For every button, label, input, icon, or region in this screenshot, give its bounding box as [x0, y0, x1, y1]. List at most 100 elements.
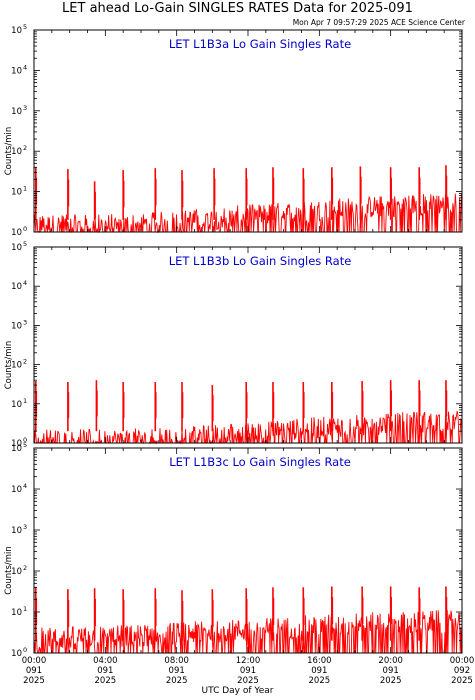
svg-text:12:00: 12:00: [236, 656, 261, 666]
svg-text:1: 1: [23, 185, 27, 193]
y-tick-label: 10 0: [11, 225, 27, 238]
svg-text:10: 10: [11, 400, 22, 410]
y-tick-label: 10 1: [11, 605, 27, 618]
svg-text:091: 091: [240, 666, 256, 676]
svg-text:0: 0: [23, 646, 27, 654]
y-tick-label: 10 0: [11, 646, 27, 659]
svg-text:5: 5: [23, 240, 27, 248]
svg-text:2025: 2025: [23, 676, 45, 686]
svg-text:10: 10: [11, 439, 22, 449]
svg-text:10: 10: [11, 321, 22, 331]
svg-text:2025: 2025: [380, 676, 402, 686]
y-axis-label: Counts/min: [4, 127, 14, 176]
svg-text:3: 3: [23, 104, 27, 112]
svg-text:10: 10: [11, 608, 22, 618]
svg-text:2: 2: [23, 358, 27, 366]
svg-text:091: 091: [383, 666, 399, 676]
y-tick-label: 10 1: [11, 397, 27, 410]
svg-text:2025: 2025: [309, 676, 331, 686]
y-tick-label: 10 4: [11, 279, 27, 292]
panel-title: LET L1B3c Lo Gain Singles Rate: [169, 455, 351, 469]
y-axis-label: Counts/min: [4, 546, 14, 595]
svg-text:20:00: 20:00: [378, 656, 403, 666]
svg-text:0: 0: [23, 436, 27, 444]
svg-text:4: 4: [23, 482, 27, 490]
svg-text:16:00: 16:00: [307, 656, 332, 666]
svg-text:2: 2: [23, 144, 27, 152]
y-tick-label: 10 2: [11, 358, 27, 371]
y-tick-label: 10 1: [11, 185, 27, 198]
y-tick-label: 10 5: [11, 240, 27, 253]
y-tick-label: 10 5: [11, 23, 27, 36]
plot-frame: [33, 447, 463, 654]
y-tick-label: 10 0: [11, 436, 27, 449]
svg-text:1: 1: [23, 397, 27, 405]
svg-text:091: 091: [97, 666, 113, 676]
series-trace: [33, 165, 463, 234]
svg-text:10: 10: [11, 66, 22, 76]
svg-text:10: 10: [11, 147, 22, 157]
y-tick-label: 10 3: [11, 318, 27, 331]
panel-title: LET L1B3b Lo Gain Singles Rate: [169, 254, 352, 268]
svg-text:10: 10: [11, 649, 22, 659]
svg-text:10: 10: [11, 526, 22, 536]
svg-text:091: 091: [169, 666, 185, 676]
svg-text:08:00: 08:00: [164, 656, 189, 666]
y-tick-label: 10 2: [11, 564, 27, 577]
svg-text:10: 10: [11, 243, 22, 253]
plot-frame: [33, 29, 463, 233]
y-tick-label: 10 4: [11, 482, 27, 495]
svg-text:10: 10: [11, 567, 22, 577]
svg-text:1: 1: [23, 605, 27, 613]
y-tick-label: 10 4: [11, 63, 27, 76]
svg-text:0: 0: [23, 225, 27, 233]
y-tick-label: 10 2: [11, 144, 27, 157]
svg-text:2025: 2025: [451, 676, 473, 686]
svg-text:00:00: 00:00: [450, 656, 475, 666]
svg-text:10: 10: [11, 107, 22, 117]
svg-text:10: 10: [11, 444, 22, 454]
svg-text:5: 5: [23, 441, 27, 449]
svg-text:091: 091: [311, 666, 327, 676]
svg-text:2025: 2025: [237, 676, 259, 686]
y-tick-label: 10 3: [11, 104, 27, 117]
y-tick-label: 10 5: [11, 441, 27, 454]
svg-text:3: 3: [23, 318, 27, 326]
series-line: [33, 610, 463, 654]
svg-text:5: 5: [23, 23, 27, 31]
svg-text:10: 10: [11, 26, 22, 36]
svg-text:3: 3: [23, 523, 27, 531]
x-axis-label: UTC Day of Year: [201, 686, 274, 696]
svg-text:00:00: 00:00: [22, 656, 47, 666]
svg-text:10: 10: [11, 188, 22, 198]
series-trace: [33, 586, 463, 654]
svg-text:10: 10: [11, 361, 22, 371]
figure-title: LET ahead Lo-Gain SINGLES RATES Data for…: [62, 1, 413, 16]
panel-title: LET L1B3a Lo Gain Singles Rate: [169, 37, 351, 51]
svg-text:2: 2: [23, 564, 27, 572]
svg-text:4: 4: [23, 63, 27, 71]
svg-text:091: 091: [26, 666, 42, 676]
y-tick-label: 10 3: [11, 523, 27, 536]
svg-text:092: 092: [454, 666, 470, 676]
svg-text:4: 4: [23, 279, 27, 287]
generation-timestamp: Mon Apr 7 09:57:29 2025 ACE Science Cent…: [292, 18, 465, 27]
svg-text:10: 10: [11, 228, 22, 238]
svg-text:10: 10: [11, 282, 22, 292]
series-trace: [34, 380, 463, 445]
svg-text:2025: 2025: [95, 676, 117, 686]
y-axis-label: Counts/min: [4, 341, 14, 390]
svg-text:10: 10: [11, 485, 22, 495]
svg-text:04:00: 04:00: [93, 656, 118, 666]
